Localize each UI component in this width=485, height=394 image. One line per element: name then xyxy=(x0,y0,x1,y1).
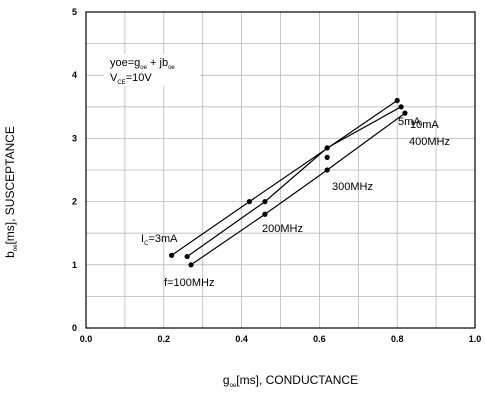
annotation-f100mhz: f=100MHz xyxy=(164,277,214,289)
annotation-f200mhz: 200MHz xyxy=(262,223,303,235)
grid xyxy=(86,12,475,328)
data-point xyxy=(324,167,330,173)
legend-box: yoe=goe + jboe VCE=10V xyxy=(104,54,200,86)
data-point xyxy=(262,199,268,205)
legend-background xyxy=(104,54,200,86)
data-point xyxy=(168,252,175,258)
series-line xyxy=(186,106,402,258)
x-axis-label: goe[ms], CONDUCTANCE xyxy=(223,373,358,389)
annotation-5ma: 5mA xyxy=(398,116,421,128)
x-tick-label: 0.8 xyxy=(391,334,404,344)
series-line xyxy=(190,112,406,266)
data-point xyxy=(402,110,408,116)
axis-ticks: 0.0 0.2 0.4 0.6 0.8 1.0 0 1 2 3 4 5 xyxy=(72,7,481,344)
x-tick-label: 0.6 xyxy=(313,334,326,344)
x-tick-label: 0.2 xyxy=(158,334,171,344)
data-point xyxy=(394,97,400,104)
data-point xyxy=(398,104,404,110)
y-tick-label: 5 xyxy=(72,7,77,17)
plot-frame xyxy=(85,11,476,329)
x-tick-label: 0.0 xyxy=(80,334,93,344)
data-series xyxy=(168,97,408,268)
annotation-ic-3ma: IC=3mA xyxy=(141,233,178,247)
legend-equation: yoe=goe + jboe xyxy=(110,57,175,71)
data-point xyxy=(188,262,194,268)
x-tick-label: 0.4 xyxy=(235,334,248,344)
x-tick-label: 1.0 xyxy=(469,334,482,344)
data-point xyxy=(246,199,252,205)
y-tick-label: 2 xyxy=(72,197,77,207)
y-tick-label: 0 xyxy=(72,323,77,333)
y-tick-label: 4 xyxy=(72,70,77,80)
y-tick-label: 3 xyxy=(72,133,77,143)
data-point xyxy=(324,154,330,160)
legend-vce: VCE=10V xyxy=(110,72,152,86)
annotation-10ma: 10mA xyxy=(410,119,439,131)
data-point xyxy=(324,145,330,151)
data-point xyxy=(262,211,268,217)
y-axis-label: boe[ms], SUSCEPTANCE xyxy=(3,126,19,258)
data-point xyxy=(184,253,190,260)
y-tick-label: 1 xyxy=(72,260,77,270)
annotation-f300mhz: 300MHz xyxy=(332,181,373,193)
annotation-f400mhz: 400MHz xyxy=(409,136,450,148)
